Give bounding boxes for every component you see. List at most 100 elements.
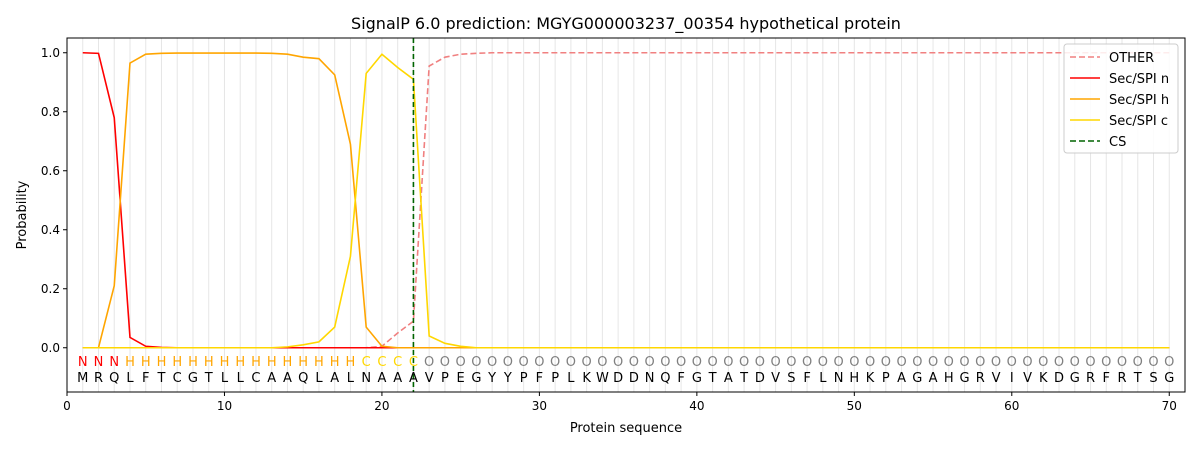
char: O xyxy=(519,355,529,370)
char: O xyxy=(1022,355,1032,370)
char: O xyxy=(912,355,922,370)
char: H xyxy=(172,355,182,370)
char: C xyxy=(377,355,386,370)
char: O xyxy=(723,355,733,370)
x-tick-label: 20 xyxy=(374,399,389,413)
char: F xyxy=(1103,371,1110,386)
char: N xyxy=(361,371,371,386)
char: L xyxy=(819,371,827,386)
char: K xyxy=(582,371,591,386)
char: D xyxy=(755,371,765,386)
y-tick-label: 1.0 xyxy=(41,46,60,60)
char: O xyxy=(739,355,749,370)
char: H xyxy=(283,355,293,370)
x-tick-label: 70 xyxy=(1162,399,1177,413)
char: I xyxy=(1010,371,1014,386)
x-tick-label: 50 xyxy=(847,399,862,413)
char: D xyxy=(613,371,623,386)
char: K xyxy=(866,371,875,386)
char: G xyxy=(188,371,198,386)
x-tick-label: 30 xyxy=(532,399,547,413)
char: Q xyxy=(298,371,308,386)
char: N xyxy=(109,355,119,370)
char: S xyxy=(1149,371,1157,386)
char: A xyxy=(267,371,276,386)
char: O xyxy=(456,355,466,370)
char: L xyxy=(567,371,575,386)
char: H xyxy=(141,355,151,370)
y-tick-label: 0.4 xyxy=(41,223,60,237)
char: O xyxy=(991,355,1001,370)
char: P xyxy=(441,371,449,386)
char: T xyxy=(157,371,166,386)
char: F xyxy=(677,371,684,386)
char: O xyxy=(928,355,938,370)
legend: OTHER Sec/SPI n Sec/SPI h Sec/SPI c CS xyxy=(1063,43,1179,154)
char: O xyxy=(613,355,623,370)
char: O xyxy=(770,355,780,370)
char: H xyxy=(188,355,198,370)
char: N xyxy=(645,371,655,386)
char: H xyxy=(157,355,167,370)
char: H xyxy=(849,371,859,386)
char: V xyxy=(1023,371,1032,386)
char: O xyxy=(1038,355,1048,370)
char: H xyxy=(235,355,245,370)
char: T xyxy=(708,371,717,386)
char: P xyxy=(882,371,890,386)
char: G xyxy=(912,371,922,386)
series-line-sec-spi-c xyxy=(82,53,1170,349)
char: O xyxy=(802,355,812,370)
legend-box xyxy=(1063,43,1179,154)
char: R xyxy=(1117,371,1126,386)
char: Y xyxy=(487,371,496,386)
series-line-sec-spi-n xyxy=(82,51,1170,349)
char: L xyxy=(347,371,355,386)
char: R xyxy=(1086,371,1095,386)
char: H xyxy=(125,355,135,370)
char: O xyxy=(1070,355,1080,370)
x-tick-label: 10 xyxy=(217,399,232,413)
char: E xyxy=(457,371,465,386)
char: O xyxy=(629,355,639,370)
char: T xyxy=(204,371,213,386)
char: N xyxy=(834,371,844,386)
char: H xyxy=(298,355,308,370)
char: D xyxy=(629,371,639,386)
char: P xyxy=(551,371,559,386)
char: O xyxy=(975,355,985,370)
legend-label: Sec/SPI c xyxy=(1109,114,1168,129)
char: O xyxy=(503,355,513,370)
char: O xyxy=(786,355,796,370)
x-tick-label: 40 xyxy=(689,399,704,413)
char: N xyxy=(78,355,88,370)
char: H xyxy=(330,355,340,370)
legend-label: OTHER xyxy=(1109,51,1154,66)
char: O xyxy=(692,355,702,370)
char: O xyxy=(676,355,686,370)
char: O xyxy=(881,355,891,370)
char: A xyxy=(724,371,733,386)
char: G xyxy=(1070,371,1080,386)
char: F xyxy=(803,371,810,386)
char: G xyxy=(1164,371,1174,386)
char: C xyxy=(362,355,371,370)
char: T xyxy=(1133,371,1142,386)
char: H xyxy=(346,355,356,370)
char: A xyxy=(409,371,418,386)
char: M xyxy=(77,371,88,386)
char: K xyxy=(1039,371,1048,386)
char: V xyxy=(771,371,780,386)
char: N xyxy=(94,355,104,370)
char: G xyxy=(692,371,702,386)
char: G xyxy=(471,371,481,386)
char: H xyxy=(220,355,230,370)
char: O xyxy=(1054,355,1064,370)
char: D xyxy=(1054,371,1064,386)
chart-title: SignalP 6.0 prediction: MGYG000003237_00… xyxy=(351,14,901,34)
char: O xyxy=(1007,355,1017,370)
char: O xyxy=(849,355,859,370)
